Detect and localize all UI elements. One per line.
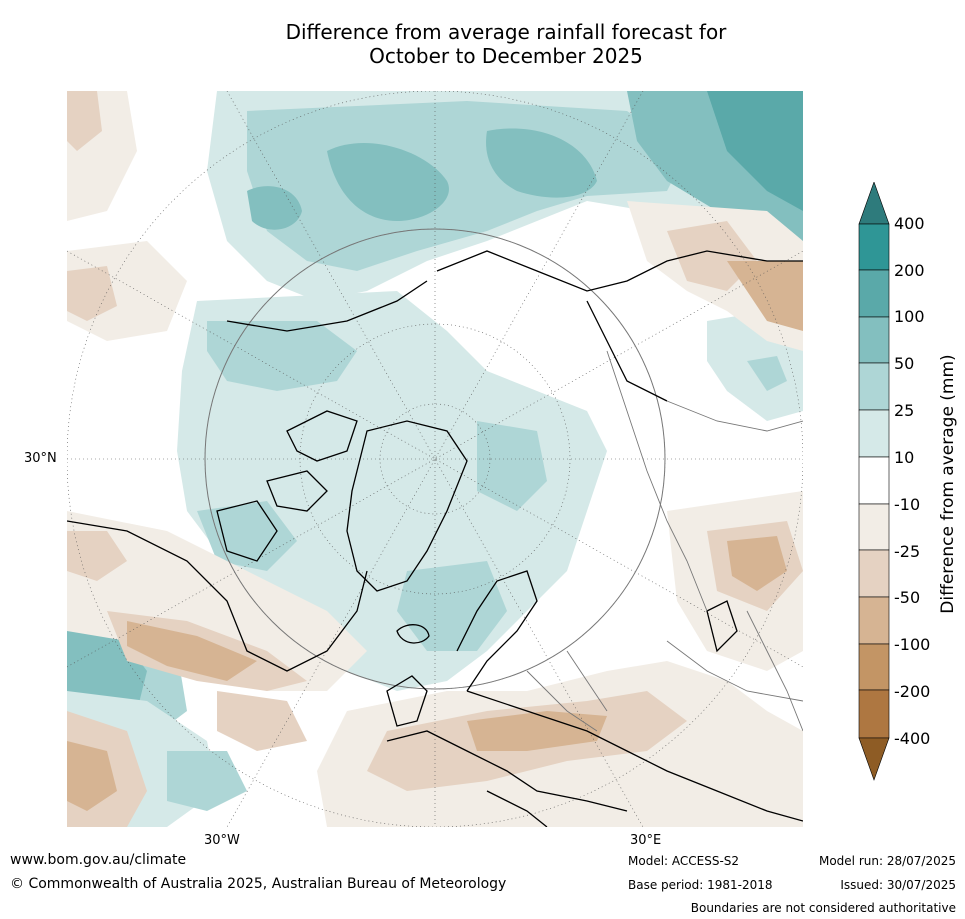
colorbar-tick-minus50: -50 bbox=[894, 588, 921, 607]
colorbar-bin-200-400 bbox=[858, 223, 890, 271]
colorbar-bin-minus50-minus100 bbox=[858, 596, 890, 645]
colorbar-tick-minus400: -400 bbox=[894, 729, 931, 748]
colorbar-tick-10: 10 bbox=[894, 448, 915, 467]
colorbar-tick-200: 200 bbox=[894, 261, 925, 280]
disclaimer-text: Boundaries are not considered authoritat… bbox=[690, 901, 956, 915]
model-run-text: Model run: 28/07/2025 bbox=[818, 854, 956, 868]
wet-anomaly-fields bbox=[67, 91, 803, 827]
issued-text: Issued: 30/07/2025 bbox=[840, 878, 956, 892]
lon-label-30w: 30°W bbox=[204, 833, 240, 848]
colorbar-bin-minus10-minus25 bbox=[858, 503, 890, 551]
colorbar-tick-minus200: -200 bbox=[894, 682, 931, 701]
colorbar-bin-50-100 bbox=[858, 316, 890, 364]
colorbar-bin-100-200 bbox=[858, 269, 890, 318]
colorbar-top-extend bbox=[858, 182, 890, 225]
lon-label-30e: 30°E bbox=[630, 833, 662, 848]
colorbar-bin-neutral bbox=[858, 456, 890, 505]
colorbar-tick-400: 400 bbox=[894, 214, 925, 233]
colorbar bbox=[858, 182, 890, 781]
title-line-1: Difference from average rainfall forecas… bbox=[285, 20, 727, 44]
colorbar-tick-100: 100 bbox=[894, 307, 925, 326]
colorbar-tick-25: 25 bbox=[894, 401, 915, 420]
colorbar-tick-minus10: -10 bbox=[894, 495, 921, 514]
model-text: Model: ACCESS-S2 bbox=[628, 854, 740, 868]
base-period-text: Base period: 1981-2018 bbox=[628, 878, 773, 892]
coastlines bbox=[67, 250, 803, 827]
colorbar-bin-25-50 bbox=[858, 362, 890, 411]
website-link[interactable]: www.bom.gov.au/climate bbox=[10, 852, 187, 868]
colorbar-tick-minus100: -100 bbox=[894, 635, 931, 654]
colorbar-axis-label: Difference from average (mm) bbox=[938, 354, 958, 614]
colorbar-bottom-extend bbox=[858, 737, 890, 781]
country-borders bbox=[526, 350, 803, 732]
lat-label-30n: 30°N bbox=[24, 451, 57, 466]
colorbar-bin-minus100-minus200 bbox=[858, 643, 890, 691]
chart-title: Difference from average rainfall forecas… bbox=[0, 20, 965, 68]
copyright-text: © Commonwealth of Australia 2025, Austra… bbox=[10, 876, 507, 892]
colorbar-bin-minus25-minus50 bbox=[858, 549, 890, 598]
arctic-circle bbox=[204, 228, 666, 690]
colorbar-bin-10-25 bbox=[858, 409, 890, 458]
colorbar-tick-50: 50 bbox=[894, 354, 915, 373]
rainfall-anomaly-map bbox=[67, 91, 803, 827]
colorbar-bin-minus200-minus400 bbox=[858, 689, 890, 739]
map-svg bbox=[67, 91, 803, 827]
dry-anomaly-fields bbox=[67, 91, 803, 827]
title-line-2: October to December 2025 bbox=[369, 44, 643, 68]
colorbar-tick-minus25: -25 bbox=[894, 542, 921, 561]
